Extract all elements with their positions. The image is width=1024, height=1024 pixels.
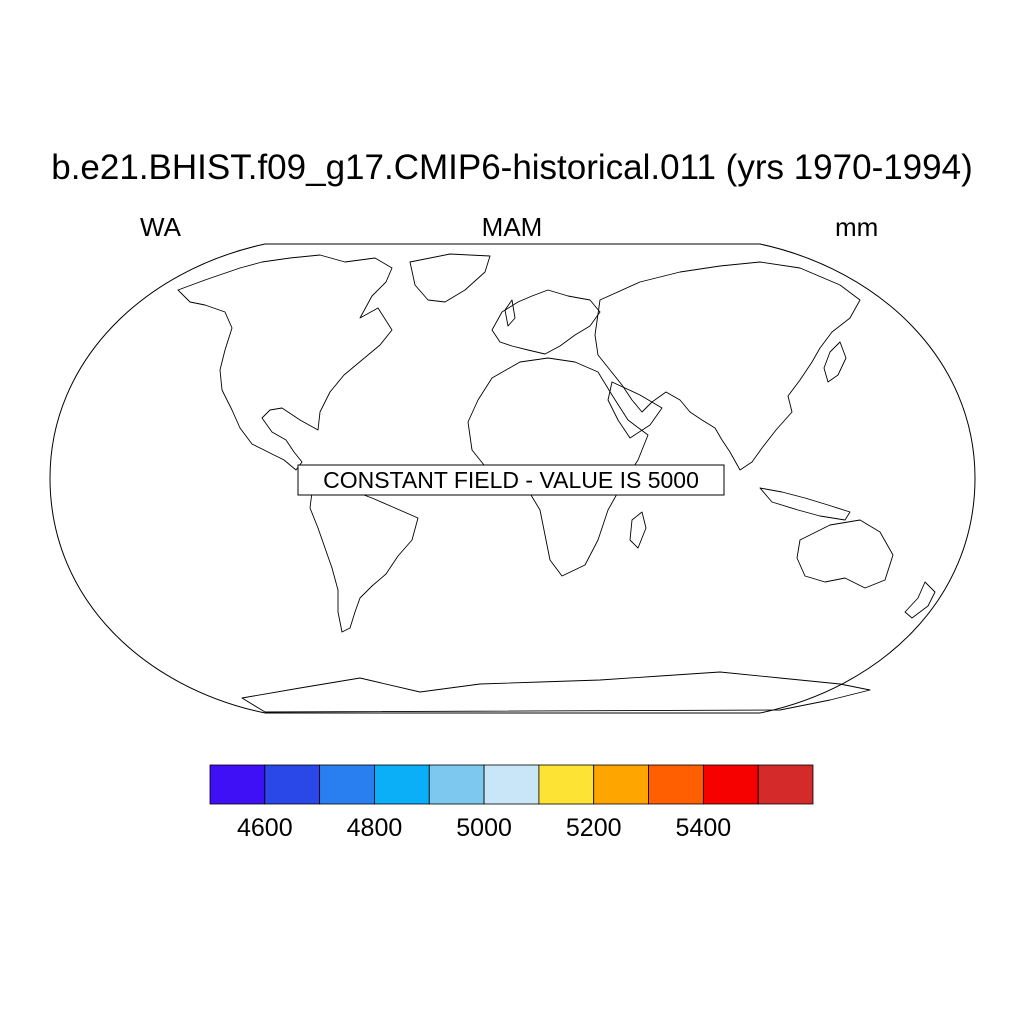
colorbar-swatch [648, 764, 704, 805]
colorbar-tick-label: 4600 [237, 814, 293, 842]
coastline-south-america [309, 479, 419, 633]
colorbar-swatch [209, 764, 266, 805]
plot-title: b.e21.BHIST.f09_g17.CMIP6-historical.011… [51, 148, 973, 187]
coastline-japan [823, 341, 847, 383]
coastline-greenland [409, 253, 491, 303]
coastline-arabia [607, 381, 663, 439]
coastline-new-zealand [904, 581, 936, 619]
left-subtitle: WA [140, 212, 181, 242]
coastline-indonesia [759, 487, 851, 521]
coastline-europe [491, 289, 601, 355]
coastline-madagascar [629, 511, 647, 549]
coastline-north-america [177, 254, 393, 471]
colorbar-tick-label: 5200 [565, 814, 622, 842]
colorbar-swatch [538, 764, 595, 805]
coastline-australia [796, 519, 894, 589]
coastline-asia [594, 261, 861, 471]
colorbar-tick-label: 4800 [346, 814, 403, 842]
colorbar-swatch [483, 764, 540, 805]
colorbar-swatch [428, 764, 485, 805]
coastline-antarctica [241, 671, 871, 713]
colorbar-swatch [702, 764, 759, 805]
colorbar-swatch [593, 764, 649, 805]
annotation-box [297, 464, 725, 496]
center-subtitle: MAM [481, 212, 543, 242]
colorbar-swatch [264, 764, 321, 805]
colorbar-swatch [757, 764, 814, 805]
colorbar [209, 764, 814, 805]
coastline-uk [504, 299, 516, 327]
right-subtitle: mm [835, 212, 879, 242]
coastlines [177, 253, 936, 713]
colorbar-swatch [374, 764, 430, 805]
annotation-text: CONSTANT FIELD - VALUE IS 5000 [323, 467, 699, 493]
colorbar-tick-label: 5000 [456, 814, 512, 842]
colorbar-swatch [319, 764, 375, 805]
colorbar-tick-label: 5400 [675, 814, 732, 842]
map-boundary [49, 243, 976, 714]
